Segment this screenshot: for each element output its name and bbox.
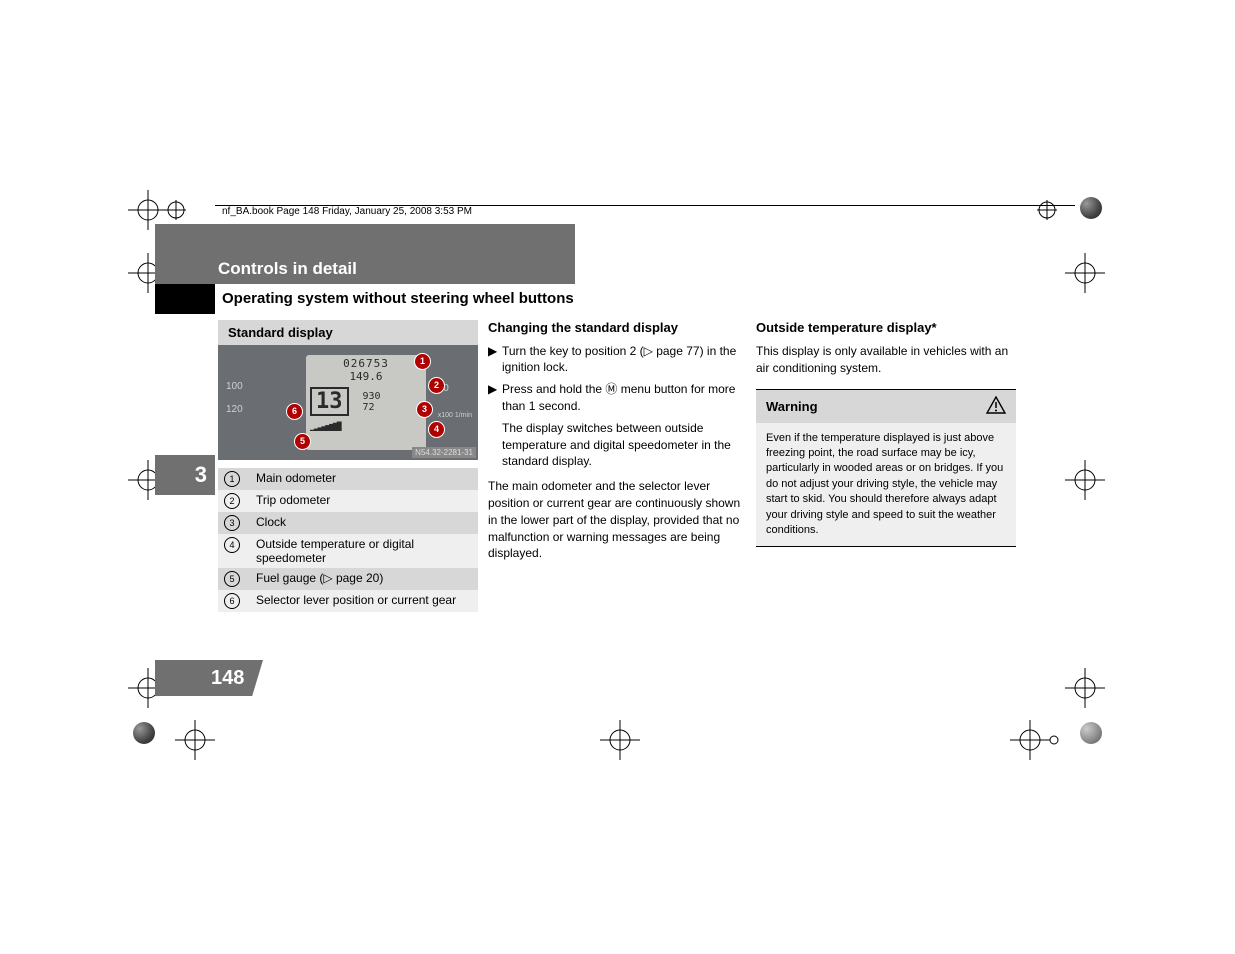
legend-num-6: 6 [224,593,240,609]
callout-5: 5 [294,433,311,450]
crop-mark-right-lower [1055,663,1115,723]
legend-num-4: 4 [224,537,240,553]
std-display-heading: Standard display [218,320,478,345]
warning-box: Warning Even if the temperature displaye… [756,389,1016,548]
step-2: ▶ Press and hold the Ⓜ menu button for m… [488,381,748,413]
chapter-number-tab: 3 [155,455,215,495]
column-outside-temp: Outside temperature display* This displa… [756,320,1016,547]
col3-heading: Outside temperature display* [756,320,1016,335]
column-changing-display: Changing the standard display ▶ Turn the… [488,320,748,570]
lcd-gear: 13 [310,387,349,416]
chapter-title: Controls in detail [218,259,357,279]
crop-mark-bottom-right [1000,715,1060,775]
callout-3: 3 [416,401,433,418]
lcd-odo: 026753 [310,357,422,370]
step-1-text: Turn the key to position 2 (▷ page 77) i… [502,343,748,375]
legend-row: 5 Fuel gauge (▷ page 20) [218,568,478,590]
corner-ball-bottom-right [1080,722,1102,744]
speedo-marks: 100 120 [226,353,243,415]
triangle-bullet-icon: ▶ [488,381,502,413]
tach-unit: x100 1/min [438,412,472,419]
lcd-fuel-bar: ▁▂▃▄▅▆▇█ [310,422,422,431]
black-tab [155,284,215,314]
col2-heading: Changing the standard display [488,320,748,335]
legend-text-3: Clock [250,512,478,534]
column-standard-display: Standard display 100 120 10 x100 1/min 0… [218,320,478,612]
legend-text-1: Main odometer [250,468,478,490]
lcd-display: 026753 149.6 13 930 72 ▁▂▃▄▅▆▇█ [306,355,426,450]
callout-6: 6 [286,403,303,420]
callout-4: 4 [428,421,445,438]
legend-row: 3 Clock [218,512,478,534]
crop-mark-bottom-center [590,715,650,775]
warning-label: Warning [766,399,818,414]
legend-text-6: Selector lever position or current gear [250,590,478,612]
legend-text-5: Fuel gauge (▷ page 20) [250,568,478,590]
corner-ball-bottom-left [133,722,155,744]
lcd-temp: 72 [363,402,381,413]
step-2-text: Press and hold the Ⓜ menu button for mor… [502,381,748,413]
legend-num-2: 2 [224,493,240,509]
instrument-cluster-illustration: 100 120 10 x100 1/min 026753 149.6 13 93… [218,345,478,460]
header-slug: nf_BA.book Page 148 Friday, January 25, … [222,206,476,217]
legend-num-5: 5 [224,571,240,587]
image-reference: N54.32-2281-31 [412,447,476,458]
speed-120: 120 [226,404,243,415]
page-number-tab: 148 [155,660,263,696]
legend-row: 2 Trip odometer [218,490,478,512]
crop-mark-right-upper [1055,248,1115,308]
col2-note: The main odometer and the selector lever… [488,478,748,562]
warning-body: Even if the temperature displayed is jus… [756,423,1016,547]
legend-row: 4 Outside temperature or digital speedome… [218,534,478,568]
section-title: Operating system without steering wheel … [222,290,574,307]
legend-row: 1 Main odometer [218,468,478,490]
speed-100: 100 [226,381,243,392]
col2-result: The display switches between outside tem… [488,420,748,470]
legend-table: 1 Main odometer 2 Trip odometer 3 Clock 4 Ou… [218,468,478,612]
crop-mark-bottom-left [165,715,225,775]
step-1: ▶ Turn the key to position 2 (▷ page 77)… [488,343,748,375]
warning-header: Warning [756,390,1016,423]
lcd-clock: 930 [363,391,381,402]
warning-triangle-icon [986,396,1006,417]
legend-num-1: 1 [224,471,240,487]
triangle-bullet-icon: ▶ [488,343,502,375]
legend-text-4: Outside temperature or digital speedomet… [250,534,478,568]
legend-text-2: Trip odometer [250,490,478,512]
callout-2: 2 [428,377,445,394]
corner-ball-top-right [1080,197,1102,219]
crop-mark-right-mid [1055,455,1115,515]
legend-row: 6 Selector lever position or current gear [218,590,478,612]
col3-intro: This display is only available in vehicl… [756,343,1016,377]
callout-1: 1 [414,353,431,370]
lcd-trip: 149.6 [310,370,422,383]
legend-num-3: 3 [224,515,240,531]
